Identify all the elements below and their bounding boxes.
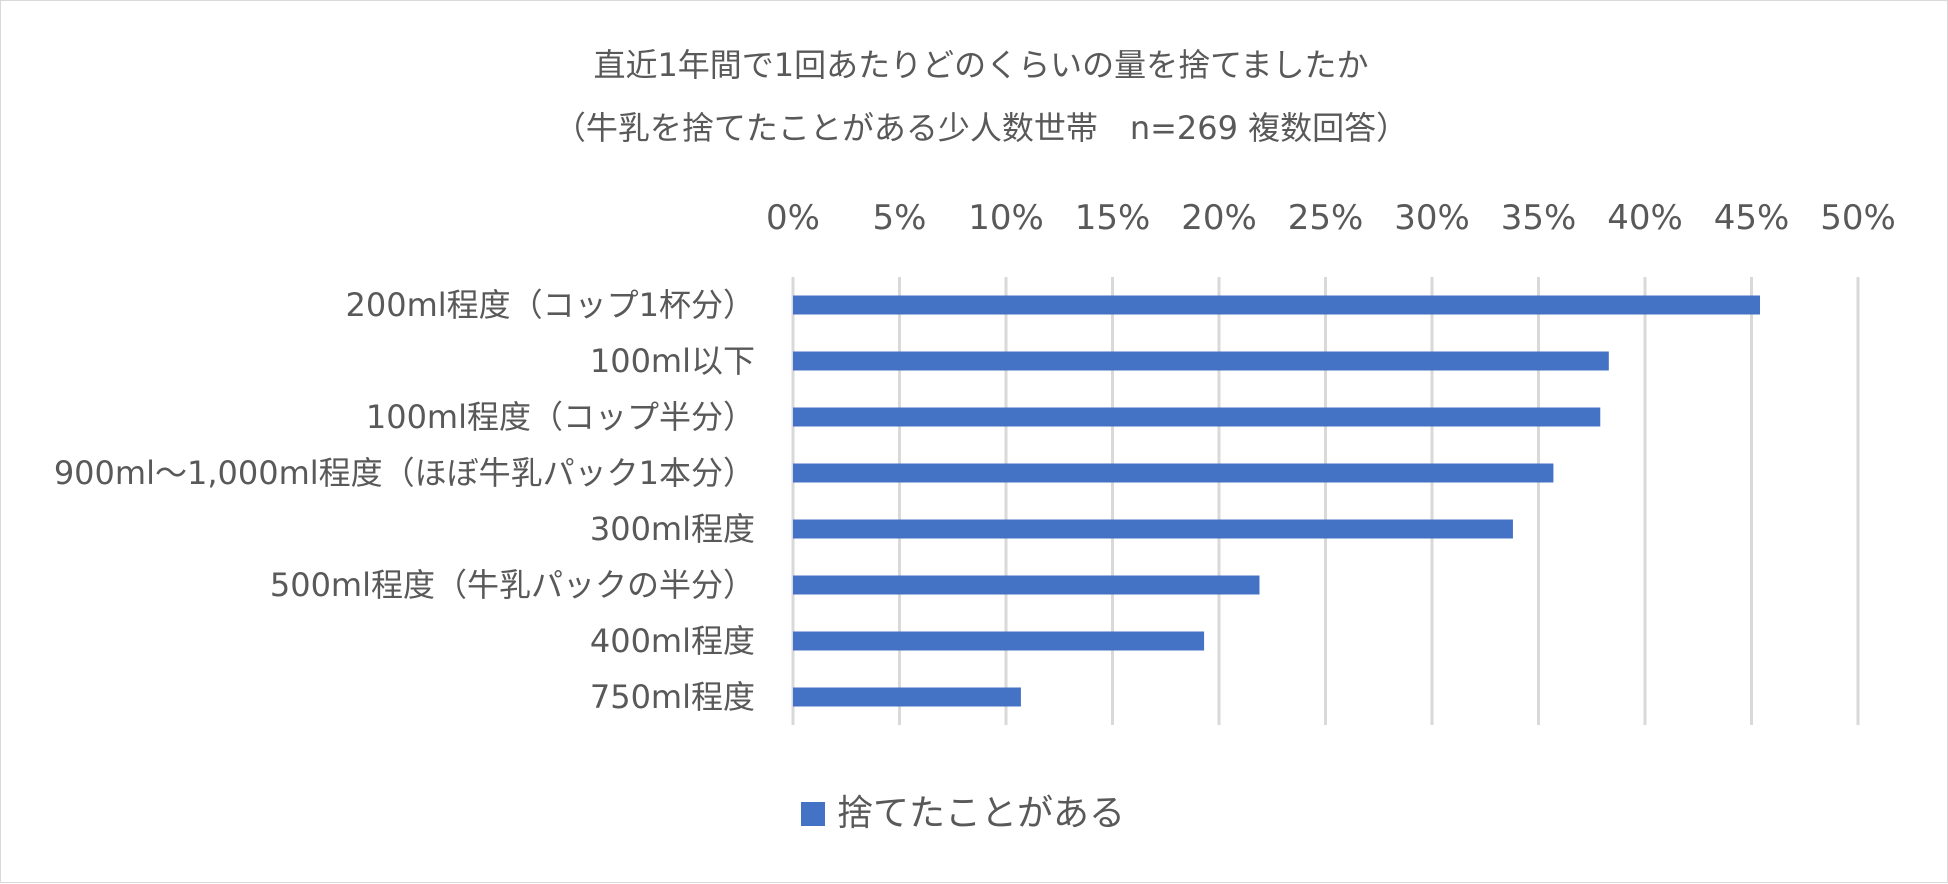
category-label: 500ml程度（牛乳パックの半分）	[270, 566, 755, 604]
category-label: 300ml程度	[590, 510, 755, 548]
legend-swatch	[801, 802, 825, 826]
category-label: 100ml以下	[590, 342, 755, 380]
x-tick-label: 25%	[1288, 198, 1364, 238]
chart-subtitle: （牛乳を捨てたことがある少人数世帯 n=269 複数回答）	[554, 109, 1408, 147]
bar	[793, 463, 1554, 483]
bar	[793, 575, 1260, 595]
bars	[793, 295, 1761, 707]
x-axis-ticks: 0% 5% 10% 15% 20% 25% 30% 35% 40% 45% 50%	[766, 198, 1896, 238]
legend: 捨てたことがある	[801, 793, 1125, 834]
category-label: 100ml程度（コップ半分）	[366, 398, 755, 436]
x-tick-label: 45%	[1714, 198, 1790, 238]
category-label: 900ml～1,000ml程度（ほぼ牛乳パック1本分）	[54, 454, 755, 492]
x-tick-label: 40%	[1607, 198, 1683, 238]
x-tick-label: 30%	[1394, 198, 1470, 238]
x-tick-label: 5%	[873, 198, 927, 238]
x-tick-label: 15%	[1075, 198, 1151, 238]
x-tick-label: 10%	[968, 198, 1044, 238]
x-tick-label: 0%	[766, 198, 820, 238]
x-tick-label: 35%	[1501, 198, 1577, 238]
x-tick-label: 20%	[1181, 198, 1257, 238]
bar	[793, 407, 1601, 427]
category-labels: 200ml程度（コップ1杯分） 100ml以下 100ml程度（コップ半分） 900m…	[54, 286, 755, 716]
bar	[793, 295, 1761, 315]
bar	[793, 519, 1513, 539]
bar	[793, 631, 1205, 651]
chart-title: 直近1年間で1回あたりどのくらいの量を捨てましたか	[593, 46, 1368, 84]
category-label: 400ml程度	[590, 622, 755, 660]
category-label: 750ml程度	[590, 678, 755, 716]
bar	[793, 687, 1021, 707]
legend-label: 捨てたことがある	[837, 793, 1125, 834]
bar	[793, 351, 1609, 371]
gridlines	[791, 277, 1860, 725]
x-tick-label: 50%	[1820, 198, 1896, 238]
category-label: 200ml程度（コップ1杯分）	[345, 286, 755, 324]
